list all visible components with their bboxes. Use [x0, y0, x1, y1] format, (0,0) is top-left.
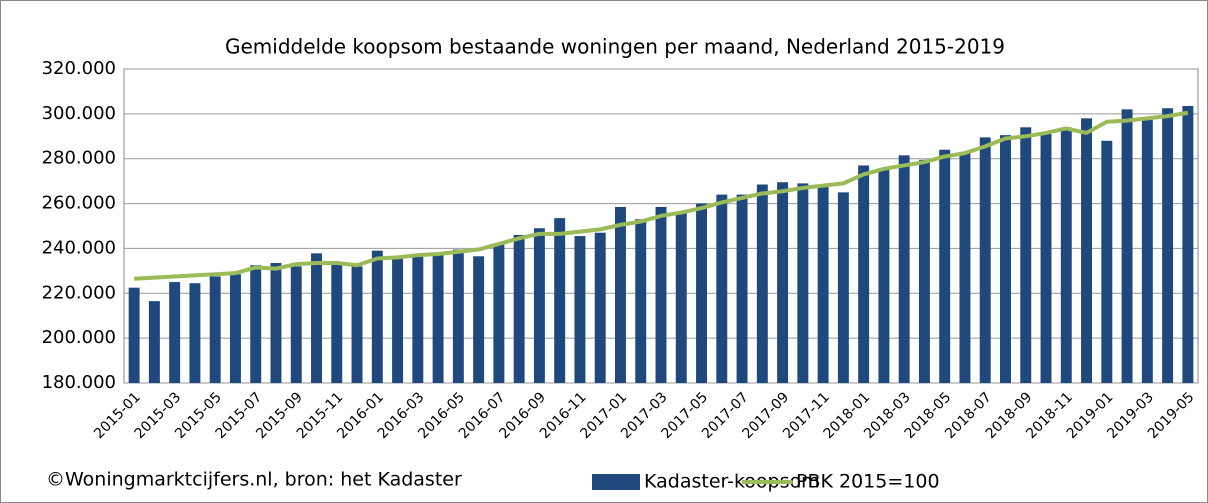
bar: [189, 283, 201, 383]
bar: [898, 155, 910, 383]
bar: [1162, 108, 1174, 383]
bar: [473, 256, 485, 383]
bar: [615, 206, 626, 383]
legend-label: PBK 2015=100: [796, 471, 940, 493]
bar: [736, 194, 748, 383]
bar: [270, 263, 282, 383]
y-tick-label: 260.000: [42, 193, 116, 214]
bar: [148, 301, 160, 383]
bar: [250, 265, 262, 383]
bar: [128, 287, 140, 383]
bar: [290, 266, 302, 383]
bar: [493, 243, 505, 383]
bar: [371, 250, 383, 383]
legend-swatch: [592, 474, 640, 490]
bar: [513, 234, 525, 383]
bar: [878, 169, 890, 383]
bar: [939, 149, 951, 383]
bar: [533, 228, 545, 383]
y-tick-label: 280.000: [42, 148, 116, 169]
bar: [777, 182, 789, 383]
legend-label: Kadaster-koopsom: [644, 471, 820, 493]
bar: [351, 266, 363, 383]
bar: [817, 186, 829, 383]
bar: [311, 253, 322, 383]
bar: [554, 218, 566, 383]
y-tick-label: 300.000: [42, 103, 116, 124]
bar: [412, 256, 424, 383]
bar: [716, 194, 728, 383]
bar: [979, 137, 991, 383]
y-tick-label: 220.000: [42, 282, 116, 303]
y-tick-label: 180.000: [42, 372, 116, 393]
bar: [797, 183, 809, 383]
y-tick-label: 200.000: [42, 327, 116, 348]
bar: [1060, 127, 1072, 383]
bar: [574, 236, 586, 383]
bar: [1121, 109, 1133, 383]
source-note: ©Woningmarktcijfers.nl, bron: het Kadast…: [46, 469, 462, 491]
chart-title: Gemiddelde koopsom bestaande woningen pe…: [225, 35, 1005, 59]
bar: [169, 282, 181, 383]
bar: [655, 206, 667, 383]
bar: [696, 203, 707, 383]
bar: [837, 192, 849, 383]
bar: [392, 258, 404, 383]
bar: [594, 232, 606, 383]
bar: [1040, 134, 1052, 383]
bar: [1101, 140, 1113, 383]
y-tick-label: 320.000: [42, 58, 116, 79]
bar: [209, 276, 221, 383]
bar: [1182, 106, 1194, 383]
bar: [229, 274, 241, 383]
bar: [675, 211, 687, 383]
bar: [959, 151, 971, 383]
bar: [918, 159, 930, 383]
bar: [1081, 118, 1093, 383]
bar: [858, 165, 870, 383]
bar: [756, 184, 768, 383]
bar: [1141, 117, 1153, 383]
bar: [432, 254, 444, 383]
bar: [1020, 127, 1032, 383]
bar: [331, 261, 343, 383]
bar: [1000, 135, 1011, 383]
bar: [635, 219, 647, 383]
line-series: [134, 110, 1189, 281]
bar: [452, 249, 464, 383]
y-tick-label: 240.000: [42, 237, 116, 258]
